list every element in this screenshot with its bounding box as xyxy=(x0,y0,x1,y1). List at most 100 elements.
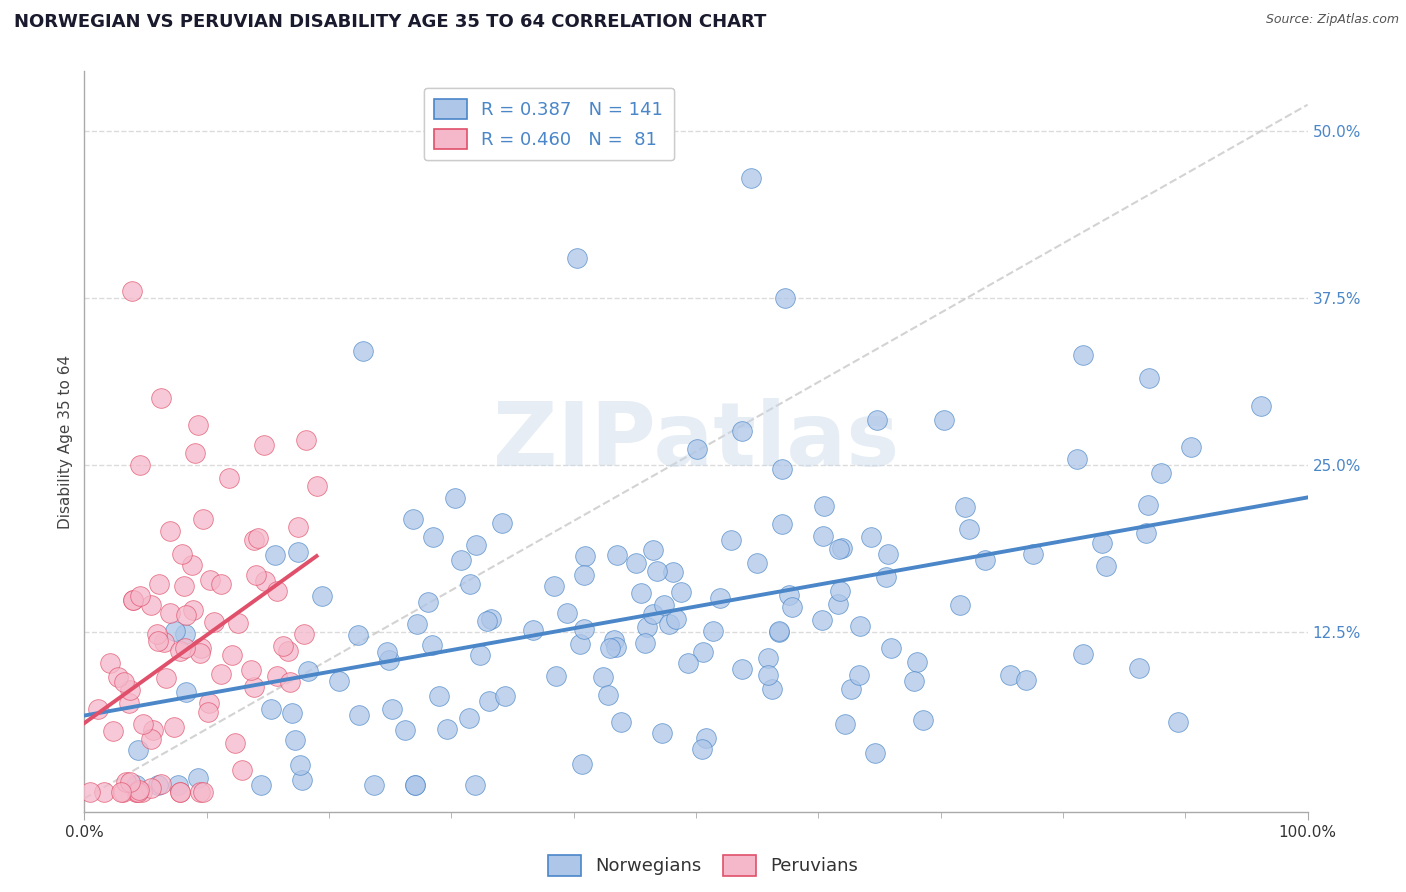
Point xyxy=(605,640,627,654)
Point xyxy=(730,424,752,438)
Point xyxy=(252,438,274,452)
Point xyxy=(932,413,955,427)
Point xyxy=(903,673,925,688)
Point xyxy=(572,567,595,582)
Point xyxy=(444,491,467,506)
Point xyxy=(228,616,250,631)
Point xyxy=(848,668,870,682)
Point xyxy=(404,778,426,792)
Point xyxy=(284,733,307,747)
Point xyxy=(118,775,141,789)
Point xyxy=(641,543,664,558)
Point xyxy=(347,628,370,642)
Point xyxy=(352,344,374,359)
Point xyxy=(87,702,110,716)
Point xyxy=(418,595,440,609)
Point xyxy=(907,656,929,670)
Text: Source: ZipAtlas.com: Source: ZipAtlas.com xyxy=(1265,13,1399,27)
Point xyxy=(555,606,578,620)
Point xyxy=(240,664,263,678)
Point xyxy=(193,785,215,799)
Point xyxy=(645,564,668,578)
Point xyxy=(197,705,219,719)
Legend: Norwegians, Peruvians: Norwegians, Peruvians xyxy=(541,847,865,883)
Point xyxy=(121,593,143,607)
Point xyxy=(406,617,429,632)
Point xyxy=(264,548,287,562)
Point xyxy=(153,635,176,649)
Point xyxy=(381,702,404,716)
Point xyxy=(1022,548,1045,562)
Point xyxy=(288,757,311,772)
Point xyxy=(118,696,141,710)
Point xyxy=(174,640,197,655)
Point xyxy=(149,777,172,791)
Point xyxy=(377,653,399,667)
Point xyxy=(174,626,197,640)
Point xyxy=(464,778,486,792)
Point xyxy=(475,614,498,628)
Point xyxy=(169,785,191,799)
Legend: R = 0.387   N = 141, R = 0.460   N =  81: R = 0.387 N = 141, R = 0.460 N = 81 xyxy=(423,87,673,161)
Point xyxy=(974,553,997,567)
Point xyxy=(363,778,385,792)
Point xyxy=(1071,647,1094,661)
Point xyxy=(131,785,153,799)
Point xyxy=(636,620,658,634)
Point xyxy=(139,732,162,747)
Point xyxy=(603,633,626,648)
Point xyxy=(848,619,870,633)
Point xyxy=(571,756,593,771)
Point xyxy=(292,626,315,640)
Y-axis label: Disability Age 35 to 64: Disability Age 35 to 64 xyxy=(58,354,73,529)
Point xyxy=(111,785,134,799)
Point xyxy=(574,549,596,564)
Point xyxy=(181,558,204,572)
Point xyxy=(827,541,849,556)
Point xyxy=(695,731,717,745)
Point xyxy=(287,544,309,558)
Point xyxy=(266,669,288,683)
Point xyxy=(879,641,901,656)
Point xyxy=(122,593,145,607)
Point xyxy=(770,516,793,531)
Point xyxy=(394,723,416,737)
Point xyxy=(155,672,177,686)
Point xyxy=(761,682,783,697)
Point xyxy=(720,533,742,547)
Point xyxy=(634,636,657,650)
Point xyxy=(778,588,800,602)
Point xyxy=(773,291,796,305)
Point xyxy=(458,576,481,591)
Point xyxy=(146,634,169,648)
Point xyxy=(1150,466,1173,480)
Point xyxy=(245,568,267,582)
Point xyxy=(596,688,619,702)
Point xyxy=(756,668,779,682)
Point xyxy=(465,538,488,552)
Point xyxy=(665,612,688,626)
Point xyxy=(110,785,132,799)
Point xyxy=(599,640,621,655)
Point xyxy=(328,673,350,688)
Text: ZIPatlas: ZIPatlas xyxy=(494,398,898,485)
Point xyxy=(190,640,212,655)
Point xyxy=(79,785,101,799)
Point xyxy=(277,644,299,658)
Point xyxy=(572,622,595,636)
Point xyxy=(912,714,935,728)
Point xyxy=(221,648,243,662)
Point xyxy=(93,785,115,799)
Point xyxy=(159,607,181,621)
Point xyxy=(202,615,225,630)
Point xyxy=(605,548,627,562)
Point xyxy=(630,586,652,600)
Point xyxy=(141,780,163,795)
Point xyxy=(866,413,889,427)
Point xyxy=(131,717,153,731)
Point xyxy=(402,512,425,526)
Point xyxy=(859,530,882,544)
Point xyxy=(169,644,191,658)
Point xyxy=(770,461,793,475)
Point xyxy=(127,785,149,799)
